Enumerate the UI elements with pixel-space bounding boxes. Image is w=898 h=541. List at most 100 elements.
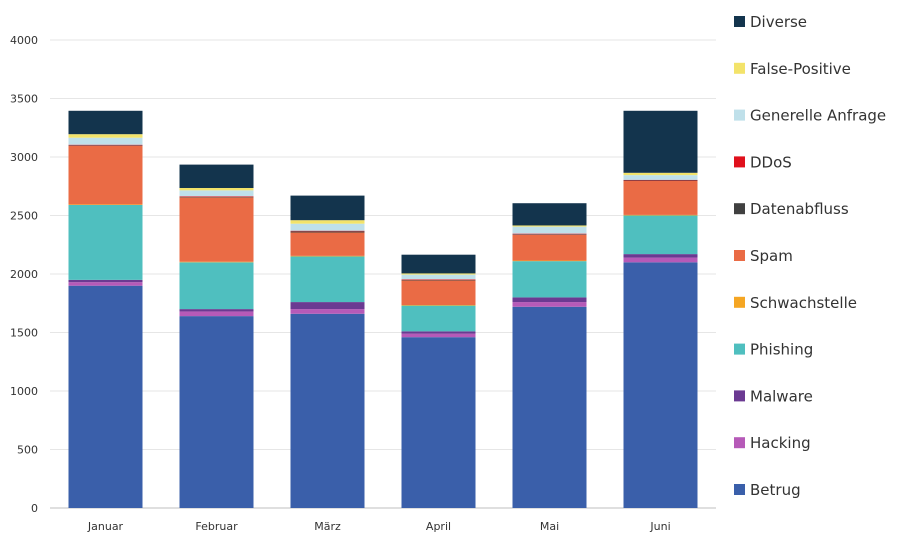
- y-tick-label: 1500: [10, 327, 38, 340]
- legend-swatch: [734, 437, 745, 449]
- y-tick-label: 2000: [10, 268, 38, 281]
- legend-swatch: [734, 296, 745, 308]
- bar-segment: [68, 204, 143, 205]
- bar-segment: [623, 215, 698, 255]
- bar-stack: [68, 110, 143, 508]
- bar-segment: [623, 179, 698, 181]
- legend-swatch: [734, 156, 745, 168]
- bar-segment: [68, 134, 143, 138]
- bar-segment: [401, 331, 476, 334]
- bar-segment: [401, 274, 476, 280]
- y-tick-label: 1000: [10, 385, 38, 398]
- bar-segment: [290, 255, 365, 257]
- bar-segment: [68, 145, 143, 205]
- bar-segment: [512, 226, 587, 234]
- bar-segment: [401, 305, 476, 306]
- bar-segment: [623, 172, 698, 176]
- x-tick-label: Juni: [649, 520, 670, 533]
- bar-stack: [290, 195, 365, 508]
- bar-segment: [290, 195, 365, 221]
- bar-segment: [179, 262, 254, 310]
- bar-segment: [401, 305, 476, 332]
- bar-stack: [623, 110, 698, 508]
- legend-swatch: [734, 343, 745, 355]
- bar-segment: [512, 233, 587, 235]
- bar-segment: [401, 337, 476, 508]
- legend-swatch: [734, 484, 745, 495]
- bar-segment: [623, 262, 698, 508]
- legend-swatch: [734, 390, 745, 402]
- bar-segment: [623, 110, 698, 173]
- bar-segment: [179, 309, 254, 312]
- y-tick-label: 2500: [10, 210, 38, 223]
- y-tick-label: 500: [17, 444, 38, 457]
- x-tick-label: Mai: [540, 520, 559, 533]
- bar-segment: [290, 230, 365, 232]
- bar-segment: [401, 280, 476, 306]
- legend-label: Diverse: [750, 13, 807, 31]
- bar-segment: [68, 285, 143, 508]
- bar-segment: [401, 279, 476, 280]
- y-tick-label: 4000: [10, 34, 38, 47]
- bar-segment: [623, 257, 698, 263]
- y-axis: 0 500 1000 1500 2000 2500 3000 3500 4000: [10, 34, 38, 515]
- bar-segment: [512, 302, 587, 307]
- bar-segment: [401, 279, 476, 281]
- y-tick-label: 0: [31, 502, 38, 515]
- x-tick-label: März: [314, 520, 341, 533]
- bars: [68, 110, 698, 508]
- bar-segment: [401, 273, 476, 275]
- legend-label: Spam: [750, 247, 793, 265]
- bar-segment: [179, 197, 254, 262]
- legend-swatch: [734, 16, 745, 27]
- bar-segment: [68, 110, 143, 135]
- legend: Diverse False-Positive Generelle Anfrage DD…: [734, 13, 886, 499]
- bar-segment: [290, 220, 365, 224]
- gridlines: [50, 39, 716, 509]
- bar-segment: [512, 297, 587, 303]
- bar-segment: [512, 203, 587, 226]
- bar-segment: [290, 232, 365, 256]
- bar-segment: [68, 145, 143, 146]
- bar-segment: [290, 313, 365, 508]
- legend-label: Hacking: [750, 434, 811, 452]
- legend-label: Phishing: [750, 341, 813, 359]
- legend-label: Generelle Anfrage: [750, 107, 886, 125]
- y-tick-label: 3500: [10, 93, 38, 106]
- x-tick-label: Februar: [195, 520, 238, 533]
- legend-label: DDoS: [750, 153, 792, 171]
- y-tick-label: 3000: [10, 151, 38, 164]
- legend-swatch: [734, 109, 745, 121]
- bar-segment: [290, 256, 365, 303]
- bar-segment: [179, 190, 254, 197]
- bar-segment: [68, 137, 143, 145]
- bar-segment: [623, 180, 698, 181]
- legend-label: Schwachstelle: [750, 294, 857, 312]
- legend-swatch: [734, 203, 745, 215]
- legend-label: Malware: [750, 387, 813, 405]
- bar-segment: [179, 316, 254, 508]
- bar-segment: [290, 309, 365, 314]
- bar-segment: [68, 279, 143, 283]
- bar-segment: [512, 234, 587, 235]
- x-tick-label: Januar: [87, 520, 124, 533]
- bar-segment: [512, 234, 587, 261]
- bar-segment: [623, 180, 698, 215]
- bar-segment: [179, 164, 254, 189]
- bar-stack: [512, 203, 587, 508]
- legend-label: False-Positive: [750, 60, 851, 78]
- bar-stack: [179, 164, 254, 508]
- bar-segment: [179, 261, 254, 263]
- bar-segment: [179, 196, 254, 197]
- bar-segment: [179, 311, 254, 317]
- bar-segment: [623, 175, 698, 180]
- x-tick-label: April: [426, 520, 451, 533]
- bar-segment: [68, 282, 143, 286]
- legend-swatch: [734, 250, 745, 261]
- legend-label: Datenabfluss: [750, 200, 849, 218]
- bar-segment: [623, 214, 698, 216]
- bar-segment: [623, 254, 698, 258]
- bar-segment: [401, 254, 476, 274]
